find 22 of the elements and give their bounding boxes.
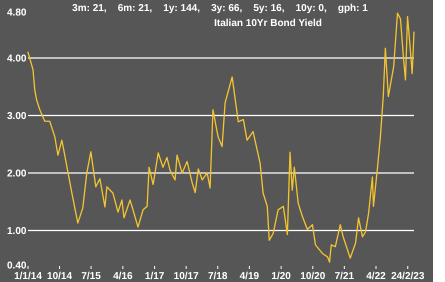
x-tick-label: 7/15	[81, 271, 102, 282]
x-tick-label: 24/2/23	[391, 271, 425, 282]
x-tick-label: 1/1/14	[14, 271, 42, 282]
x-tick-label: 4/19	[240, 271, 260, 282]
x-tick-label: 4/16	[113, 271, 134, 282]
y-tick-label: 0.40	[7, 260, 27, 272]
line-series	[27, 12, 415, 263]
y-tick-label: 4.80	[7, 8, 27, 18]
x-tick-label: 10/20	[300, 271, 326, 282]
text: Italian 10Yr Bond Yield	[214, 18, 322, 29]
x-tick-label: 1/20	[271, 271, 292, 282]
y-tick-label: 3.00	[7, 111, 27, 122]
y-tick-label: 2.00	[7, 168, 27, 180]
x-tick-label: 10/14	[47, 271, 72, 282]
x-tick-label: 1/17	[144, 271, 165, 282]
annotation: 3m: 21, 6m: 21, 1y: 144, 3y: 66, 5y: 16, 10y: 0, gph: 1	[72, 3, 368, 14]
y-tick-label: 4.00	[7, 54, 27, 64]
x-tick-label: 4/22	[366, 271, 386, 282]
x-tick-label: 7/18	[208, 271, 228, 282]
x-tick-label: 7/21	[334, 271, 354, 282]
x-tick-label: 10/17	[174, 271, 200, 282]
y-tick-label: 1.00	[7, 226, 27, 237]
